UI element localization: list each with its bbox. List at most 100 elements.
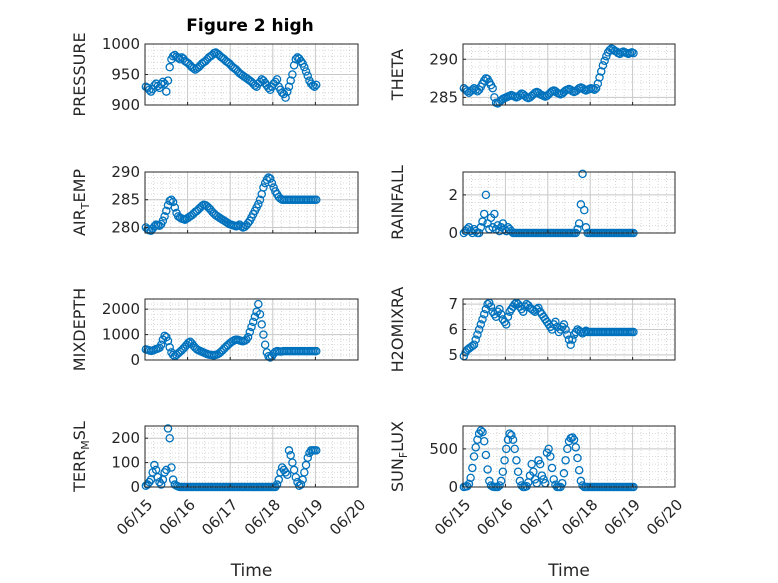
data-point [254, 299, 263, 309]
data-point [564, 335, 574, 344]
subplot-2: 285 290 THETA [388, 43, 676, 108]
axes-frame [144, 425, 359, 488]
data-point [283, 87, 292, 96]
y-tick-label: 285 [111, 191, 140, 209]
data-point [529, 467, 538, 476]
data-point [561, 456, 570, 465]
y-axis-label: RAINFALL [388, 165, 407, 240]
y-tick-label: 0 [448, 478, 458, 496]
data-point [501, 320, 511, 329]
data-point [272, 480, 282, 489]
y-tick-label: 1000 [102, 35, 140, 53]
data-point [284, 82, 294, 91]
y-tick-label: 500 [429, 440, 458, 458]
y-axis-label: PRESSURE [70, 32, 89, 116]
data-point [243, 332, 253, 342]
x-tick-label: 06/19 [283, 496, 326, 539]
data-point [156, 80, 166, 89]
data-point [537, 471, 547, 480]
data-point [312, 346, 321, 356]
y-axis-label: MIXDEPTH [70, 288, 89, 371]
data-point [569, 435, 579, 444]
data-point [522, 481, 531, 491]
data-point [300, 62, 309, 72]
y-tick-label: 5 [448, 346, 458, 364]
x-tick-label: 06/16 [156, 496, 199, 539]
data-point [544, 444, 553, 454]
x-tick-label: 06/17 [516, 496, 559, 539]
data-point [259, 183, 268, 192]
data-point [596, 67, 606, 76]
data-point [471, 335, 480, 344]
data-point [237, 222, 246, 231]
data-point [464, 479, 474, 489]
data-point [507, 430, 516, 440]
data-point [629, 327, 638, 337]
data-point [481, 190, 491, 200]
data-point [479, 436, 489, 446]
data-point [568, 335, 577, 344]
data-point [479, 309, 489, 319]
data-point [539, 475, 548, 484]
data-point [591, 83, 601, 93]
x-axis-label: Time [230, 561, 273, 581]
data-point [593, 79, 603, 88]
data-point [510, 299, 519, 309]
data-point [476, 320, 486, 329]
x-axis-label: Time [547, 561, 590, 581]
data-point [600, 56, 609, 66]
data-point [578, 169, 587, 179]
data-point [254, 199, 263, 209]
subplot-1: 900 950 1000 PRESSURE [70, 32, 359, 117]
axes-frame [462, 43, 676, 106]
y-axis-label: AIRTEMP [70, 169, 92, 236]
data-point [469, 452, 479, 461]
data-point [478, 217, 487, 226]
data-point [595, 73, 604, 82]
data-point [559, 469, 569, 478]
data-point [488, 83, 497, 93]
data-point [281, 93, 290, 102]
data-point [559, 320, 569, 329]
data-point [168, 51, 178, 61]
data-point [510, 444, 519, 454]
data-point [189, 64, 198, 73]
subplot-7: 0 100 200 06/15 06/16 06/17 06/18 06/19 06/20 Tim… [70, 421, 369, 581]
data-point [530, 475, 540, 484]
data-point [308, 81, 318, 90]
axes-frame [144, 298, 359, 361]
data-point [496, 476, 506, 486]
y-tick-label: 2 [448, 186, 458, 204]
data-point [498, 467, 508, 476]
data-point [283, 470, 292, 480]
data-point [289, 61, 299, 70]
y-tick-label: 290 [111, 163, 140, 181]
data-point [168, 350, 178, 360]
data-point [476, 223, 486, 232]
data-point [284, 446, 294, 455]
data-point [518, 307, 528, 316]
data-point [167, 195, 176, 204]
data-point [296, 480, 306, 489]
data-point [245, 327, 255, 337]
data-point [257, 320, 266, 329]
data-point [476, 426, 486, 435]
axes-frame [144, 171, 359, 234]
data-point [469, 340, 479, 349]
data-point [163, 76, 173, 85]
data-point [248, 317, 258, 327]
subplot-8: 0 500 06/15 06/16 06/17 06/18 06/19 06/20 Time SU… [388, 421, 686, 581]
data-point [145, 477, 154, 487]
y-tick-label: 285 [429, 88, 458, 106]
y-tick-label: 200 [111, 429, 140, 447]
data-point [158, 77, 168, 87]
data-point [508, 435, 518, 444]
data-point [568, 433, 577, 442]
x-tick-label: 06/15 [113, 496, 156, 539]
data-point [158, 216, 168, 226]
axes-frame [462, 171, 676, 234]
data-point [495, 304, 504, 314]
y-axis-label: SUNFLUX [388, 421, 410, 492]
y-axis-label: THETA [388, 49, 407, 101]
